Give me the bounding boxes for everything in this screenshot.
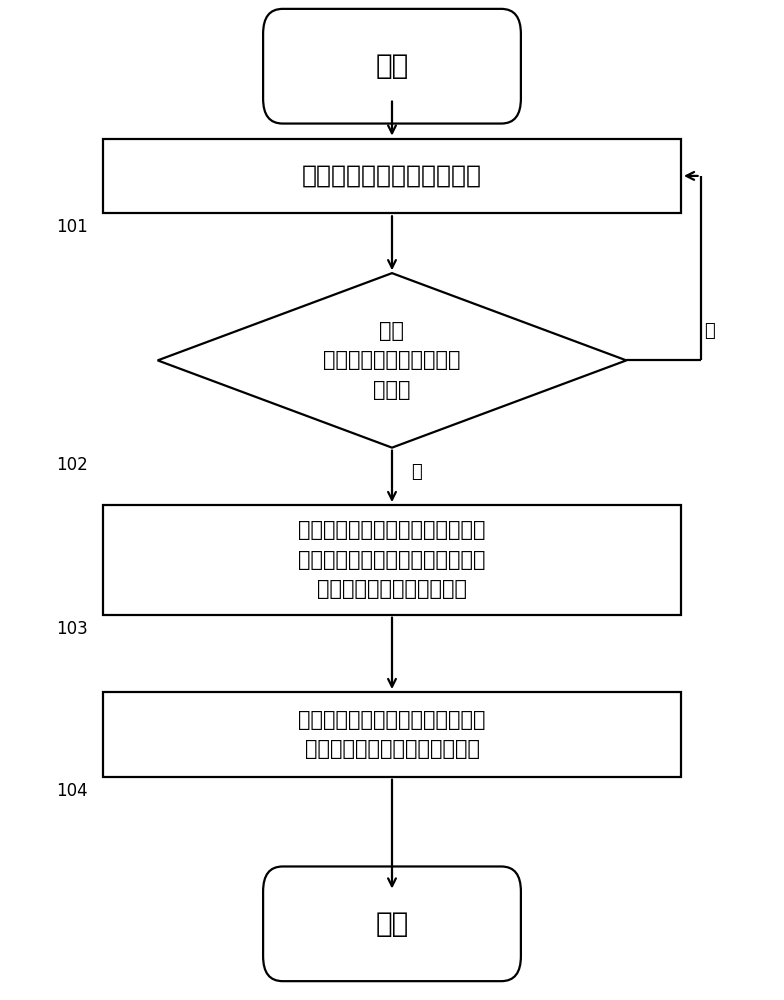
Bar [103, 692, 681, 777]
Text: 103: 103 [56, 620, 88, 638]
Text: 104: 104 [56, 782, 88, 800]
Text: 判断
所述总内阻是否超出第一
预设值: 判断 所述总内阻是否超出第一 预设值 [323, 321, 461, 400]
Bar [103, 139, 681, 213]
Text: 是: 是 [412, 463, 423, 481]
Text: 分别测量所述牵引蓄电池组内各单
体电池的内阻，并从中查找出内阻
超出第二预设值的单体电池: 分别测量所述牵引蓄电池组内各单 体电池的内阻，并从中查找出内阻 超出第二预设值的… [298, 520, 486, 599]
Polygon shape [158, 273, 626, 448]
Text: 输出内阻超出所述第二预设值的单
体电池存在连接松动的检测结果: 输出内阻超出所述第二预设值的单 体电池存在连接松动的检测结果 [298, 710, 486, 759]
Text: 101: 101 [56, 218, 88, 236]
Bar [103, 505, 681, 615]
FancyBboxPatch shape [263, 866, 521, 981]
Text: 102: 102 [56, 456, 88, 474]
FancyBboxPatch shape [263, 9, 521, 124]
Text: 测量牵引蓄电池组的总内阻: 测量牵引蓄电池组的总内阻 [302, 164, 482, 188]
Text: 开始: 开始 [376, 52, 408, 80]
Text: 开始: 开始 [376, 910, 408, 938]
Text: 否: 否 [705, 322, 715, 340]
